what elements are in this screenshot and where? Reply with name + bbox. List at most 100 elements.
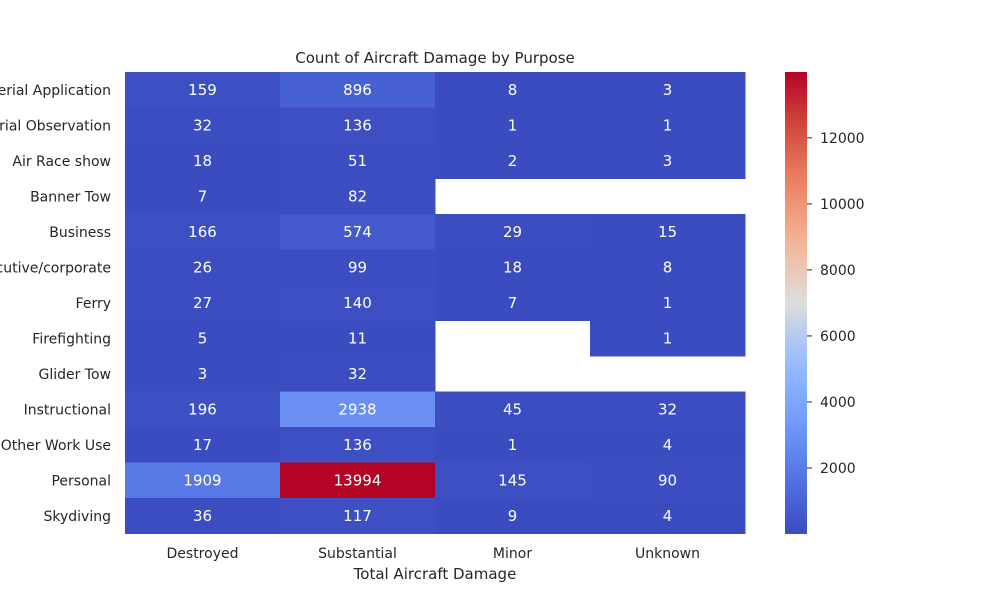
row-label: Instructional — [24, 402, 111, 418]
row-labels: Aerial Application Aerial Observation Air … — [0, 83, 111, 525]
cell-value-label: 896 — [343, 81, 372, 99]
heatmap-cell — [125, 214, 281, 250]
cell-value-label: 26 — [193, 258, 212, 276]
heatmap-cell — [280, 427, 436, 463]
heatmap-cell — [590, 462, 746, 499]
cell-value-label: 3 — [663, 152, 673, 170]
heatmap-cell — [280, 72, 436, 108]
heatmap-cell — [280, 178, 436, 215]
cell-value-label: 1 — [663, 294, 673, 312]
heatmap-cell — [590, 72, 746, 108]
cell-value-label: 90 — [658, 471, 677, 489]
colorbar-tick-label: 10000 — [820, 197, 865, 213]
heatmap-cell — [125, 462, 281, 499]
heatmap-cell — [280, 356, 436, 392]
heatmap-cell — [590, 107, 746, 144]
heatmap-cell — [590, 498, 746, 534]
colorbar — [785, 72, 807, 534]
cell-value-label: 1 — [663, 116, 673, 134]
heatmap-cell — [280, 285, 436, 321]
heatmap-cell — [280, 320, 436, 357]
heatmap-cell — [435, 427, 591, 463]
heatmap-cell — [590, 285, 746, 321]
chart-title: Count of Aircraft Damage by Purpose — [295, 49, 575, 67]
colorbar-tick-label: 4000 — [820, 395, 856, 411]
heatmap-cell — [125, 143, 281, 179]
heatmap-cell — [590, 320, 746, 357]
cell-value-label: 8 — [663, 258, 673, 276]
heatmap-cell — [280, 107, 436, 144]
cell-value-label: 29 — [503, 223, 522, 241]
cell-value-label: 7 — [508, 294, 518, 312]
cell-value-label: 32 — [348, 365, 367, 383]
cell-value-label: 8 — [508, 81, 518, 99]
cell-value-label: 32 — [193, 116, 212, 134]
cell-value-label: 3 — [663, 81, 673, 99]
column-label: Substantial — [318, 546, 397, 562]
heatmap-cell — [280, 462, 436, 499]
cell-value-label: 32 — [658, 400, 677, 418]
cell-value-label: 9 — [508, 507, 518, 525]
cell-value-label: 13994 — [334, 471, 382, 489]
cell-value-label: 1909 — [183, 471, 221, 489]
heatmap-cell — [435, 214, 591, 250]
heatmap-cell — [125, 356, 281, 392]
heatmap-cell — [125, 107, 281, 144]
colorbar-ticks: 2000 4000 6000 8000 10000 12000 — [807, 131, 865, 477]
heatmap-cell — [125, 427, 281, 463]
heatmap-cell — [125, 498, 281, 534]
row-label: Aerial Observation — [0, 118, 111, 134]
cell-value-label: 140 — [343, 294, 372, 312]
heatmap-cell — [435, 249, 591, 286]
heatmap-cell — [435, 391, 591, 428]
row-label: Personal — [51, 473, 111, 489]
heatmap-cell — [125, 178, 281, 215]
cell-value-label: 2 — [508, 152, 518, 170]
heatmap-cell — [435, 72, 591, 108]
heatmap-cell — [435, 143, 591, 179]
cell-value-label: 5 — [198, 329, 208, 347]
colorbar-tick-label: 6000 — [820, 329, 856, 345]
colorbar-tick-label: 12000 — [820, 131, 865, 147]
cell-value-label: 1 — [508, 436, 518, 454]
heatmap-cell — [435, 107, 591, 144]
cell-value-label: 7 — [198, 187, 208, 205]
heatmap-cell — [590, 249, 746, 286]
cell-value-label: 51 — [348, 152, 367, 170]
cell-value-label: 4 — [663, 507, 673, 525]
cell-value-label: 36 — [193, 507, 212, 525]
cell-value-label: 145 — [498, 471, 527, 489]
heatmap-cell — [590, 143, 746, 179]
row-label: Executive/corporate — [0, 260, 111, 276]
heatmap-cell — [280, 249, 436, 286]
column-label: Destroyed — [167, 546, 239, 562]
cell-value-label: 166 — [188, 223, 217, 241]
heatmap-cell — [435, 285, 591, 321]
cell-value-label: 82 — [348, 187, 367, 205]
heatmap-cell — [280, 214, 436, 250]
cell-value-label: 4 — [663, 436, 673, 454]
row-label: Other Work Use — [1, 438, 111, 454]
cell-value-label: 159 — [188, 81, 217, 99]
cell-value-label: 196 — [188, 400, 217, 418]
heatmap-cells: 159 896 8 3 32 1 36 1 1 18 51 2 3 7 82 166 574 29 1 5 26 99 18… — [125, 72, 746, 534]
row-label: Glider Tow — [38, 367, 111, 383]
heatmap-cell — [280, 498, 436, 534]
cell-value-label: 2938 — [338, 400, 376, 418]
x-axis-label: Total Aircraft Damage — [353, 565, 517, 583]
heatmap-cell — [435, 462, 591, 499]
cell-value-label: 45 — [503, 400, 522, 418]
cell-value-label: 17 — [193, 436, 212, 454]
heatmap-cell — [125, 285, 281, 321]
cell-value-label: 574 — [343, 223, 372, 241]
cell-value-label: 18 — [193, 152, 212, 170]
row-label: Business — [49, 225, 111, 241]
cell-value-label: 99 — [348, 258, 367, 276]
column-labels: Destroyed Substantial Minor Unknown — [167, 546, 700, 562]
row-label: Ferry — [76, 296, 111, 312]
cell-value-label: 1 — [663, 329, 673, 347]
heatmap-cell — [125, 391, 281, 428]
row-label: Skydiving — [44, 509, 112, 525]
cell-value-label: 18 — [503, 258, 522, 276]
